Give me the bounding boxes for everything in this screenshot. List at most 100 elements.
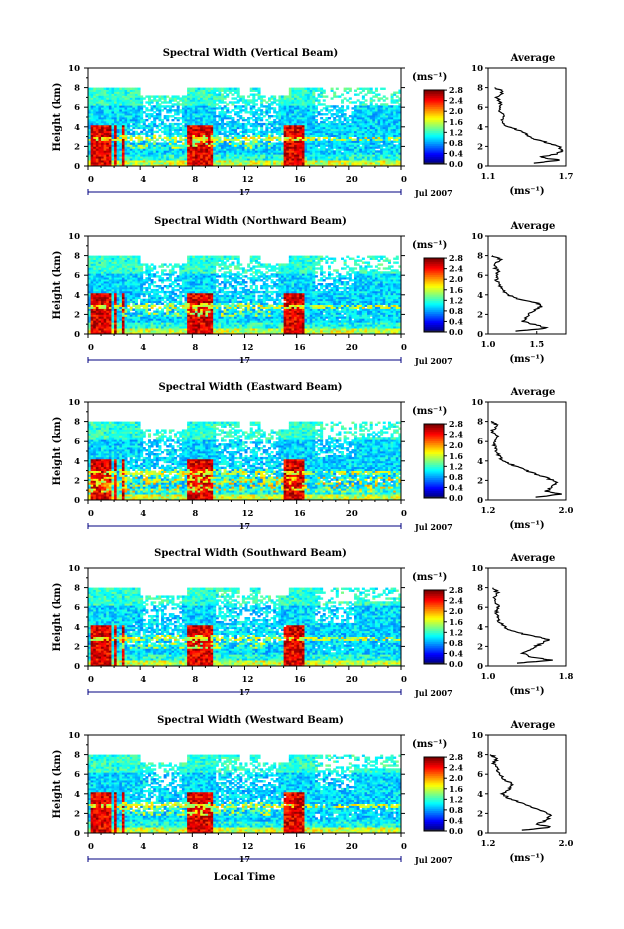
heatmap-cell [346,117,349,119]
heatmap-cell [226,135,229,137]
heatmap-cell [396,92,399,94]
heatmap-cell [245,137,248,139]
heatmap-cell [224,88,227,90]
heatmap-cell [378,97,381,99]
heatmap-cell [153,115,156,117]
heatmap-cell [101,256,104,258]
heatmap-cell [351,101,354,103]
heatmap-cell [117,88,120,90]
heatmap-cell [166,109,169,111]
heatmap-cell [245,119,248,121]
heatmap-cell [218,123,221,125]
heatmap-cell [268,127,271,129]
heatmap-cell [145,107,148,109]
heatmap-cell [351,139,354,141]
average-panel: Average02468101.1 1.7(ms⁻¹) [471,53,573,197]
heatmap-cell [320,109,323,111]
heatmap-cell [331,97,334,99]
heatmap-cell [122,256,125,258]
heatmap-cell [247,111,250,113]
heatmap-cell [323,90,326,92]
heatmap-cell [271,121,274,123]
heatmap-cell [145,119,148,121]
heatmap-cell [166,105,169,107]
heatmap-cell [263,99,266,101]
heatmap-cell [383,95,386,97]
average-unit: (ms⁻¹) [509,186,544,197]
heatmap-cell [164,123,167,125]
heatmap-cell [320,88,323,90]
heatmap-cell [242,105,245,107]
heatmap-cell [127,309,130,311]
heatmap-cell [344,113,347,115]
heatmap-cell [318,111,321,113]
heatmap-cell [174,127,177,129]
heatmap-cell [179,103,182,105]
heatmap-cell [153,141,156,143]
heatmap-cell [135,256,138,258]
heatmap-cell [211,88,214,90]
heatmap-cell [158,142,161,144]
heatmap-cell [164,137,167,139]
heatmap-cell [325,123,328,125]
heatmap-cell [325,113,328,115]
heatmap-cell [247,142,250,144]
heatmap-cell [380,97,383,99]
heatmap-cell [171,115,174,117]
heatmap-cell [359,88,362,90]
heatmap-cell [357,105,360,107]
heatmap-cell [98,256,101,258]
x-tick-label: 16 [294,175,306,185]
heatmap-cell [106,88,109,90]
heatmap-cell [344,97,347,99]
heatmap-cell [247,135,250,137]
heatmap-cell [239,123,242,125]
heatmap-cell [333,150,336,152]
y-tick-label: 6 [74,103,80,113]
heatmap-cell [276,111,279,113]
heatmap-cell [252,123,255,125]
heatmap-cell [161,142,164,144]
heatmap-cell [226,107,229,109]
heatmap-cell [153,111,156,113]
heatmap-cell [156,95,159,97]
heatmap-cell [263,105,266,107]
heatmap-cell [250,88,253,90]
x-tick-label: 8 [192,175,198,185]
heatmap-cell [325,148,328,150]
heatmap-cell [127,256,130,258]
heatmap-cell [336,95,339,97]
heatmap-cell [127,88,130,90]
heatmap-cell [161,109,164,111]
heatmap-cell [391,105,394,107]
heatmap-cell [179,117,182,119]
heatmap-cell [96,256,99,258]
heatmap-cell [315,119,318,121]
y-tick-label: 0 [74,162,80,172]
avg-y-tick-label: 6 [477,103,483,113]
heatmap-cell [276,121,279,123]
avg-y-tick-label: 0 [477,162,483,172]
heatmap-cell [231,137,234,139]
heatmap-cell [218,137,221,139]
heatmap-cell [255,88,258,90]
heatmap-cell [216,107,219,109]
heatmap-cell [164,141,167,143]
heatmap-cell [111,88,114,90]
heatmap-cell [250,117,253,119]
heatmap-cell [231,93,234,95]
heatmap-cell [271,107,274,109]
heatmap-cell [140,137,143,139]
heatmap-cell [140,125,143,127]
heatmap-cell [171,123,174,125]
heatmap-cell [393,99,396,101]
heatmap-cell [255,109,258,111]
heatmap-cell [138,305,141,307]
heatmap-cell [336,105,339,107]
heatmap-cell [161,127,164,129]
heatmap-cell [182,139,185,141]
heatmap-cell [161,105,164,107]
heatmap-cell [216,103,219,105]
heatmap-cell [273,95,276,97]
